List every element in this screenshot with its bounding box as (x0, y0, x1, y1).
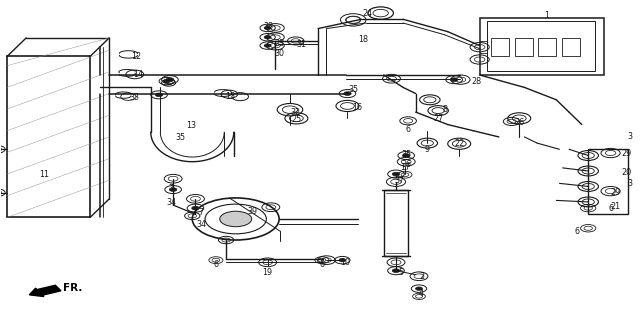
Text: 34: 34 (167, 198, 177, 207)
Circle shape (392, 172, 400, 176)
Text: 38: 38 (264, 21, 274, 30)
Circle shape (156, 93, 163, 97)
Text: 22: 22 (454, 139, 465, 148)
Bar (479, 18, 604, 75)
Text: 19: 19 (262, 268, 273, 277)
Text: 25: 25 (291, 115, 301, 124)
Circle shape (264, 35, 271, 39)
Text: 6: 6 (608, 204, 613, 213)
Text: 24: 24 (362, 9, 372, 18)
Text: 10: 10 (340, 258, 351, 267)
Text: 29: 29 (621, 149, 632, 158)
Circle shape (392, 269, 400, 272)
Text: 2: 2 (419, 272, 424, 281)
Text: 12: 12 (131, 52, 141, 61)
Text: FR.: FR. (63, 283, 83, 293)
Circle shape (264, 26, 271, 30)
Text: 18: 18 (358, 35, 369, 44)
Bar (562, 38, 580, 56)
Text: 16: 16 (352, 103, 362, 112)
Text: 36: 36 (401, 160, 412, 169)
Circle shape (451, 78, 458, 81)
Text: 6: 6 (406, 125, 411, 134)
Text: 9: 9 (425, 146, 430, 155)
Bar (487, 21, 595, 71)
Text: 4: 4 (419, 289, 424, 298)
Bar (515, 38, 532, 56)
Text: 3: 3 (627, 179, 632, 188)
Circle shape (192, 206, 199, 210)
Circle shape (163, 80, 170, 83)
Text: 11: 11 (39, 169, 49, 179)
Text: 33: 33 (130, 93, 140, 102)
Text: 21: 21 (611, 202, 621, 211)
Text: 6: 6 (213, 260, 218, 269)
Text: 7: 7 (169, 184, 174, 193)
Text: 8: 8 (442, 105, 447, 114)
Text: 30: 30 (275, 49, 285, 58)
Text: 27: 27 (433, 114, 444, 123)
Text: 1: 1 (544, 11, 549, 20)
Text: 35: 35 (349, 85, 359, 94)
Bar (588, 149, 628, 214)
Text: 5: 5 (399, 268, 404, 277)
Text: 35: 35 (401, 151, 412, 159)
Bar (491, 38, 509, 56)
FancyArrow shape (29, 285, 61, 297)
Text: 37: 37 (395, 176, 405, 185)
Text: 13: 13 (186, 121, 196, 130)
Circle shape (339, 258, 346, 262)
Text: 3: 3 (627, 132, 632, 142)
Circle shape (415, 287, 422, 290)
Text: 34: 34 (196, 220, 206, 229)
Text: 6: 6 (319, 260, 324, 269)
Text: 20: 20 (621, 168, 632, 177)
Text: 39: 39 (248, 207, 258, 216)
Text: 31: 31 (296, 39, 307, 49)
Text: 7: 7 (198, 208, 203, 217)
Text: 23: 23 (275, 39, 285, 48)
Text: 26: 26 (514, 118, 524, 128)
Text: 35: 35 (176, 133, 186, 142)
Text: 17: 17 (400, 163, 410, 172)
Circle shape (264, 44, 271, 47)
Text: 15: 15 (225, 92, 236, 101)
Bar (538, 38, 556, 56)
Circle shape (344, 92, 351, 95)
Circle shape (403, 154, 410, 157)
Circle shape (170, 188, 177, 191)
Text: 32: 32 (291, 108, 301, 117)
Bar (384, 190, 408, 256)
Text: 14: 14 (133, 70, 143, 79)
Text: 29: 29 (611, 188, 621, 197)
Text: 28: 28 (472, 77, 481, 86)
Circle shape (220, 211, 252, 227)
Circle shape (166, 78, 173, 81)
Text: 6: 6 (574, 227, 579, 236)
